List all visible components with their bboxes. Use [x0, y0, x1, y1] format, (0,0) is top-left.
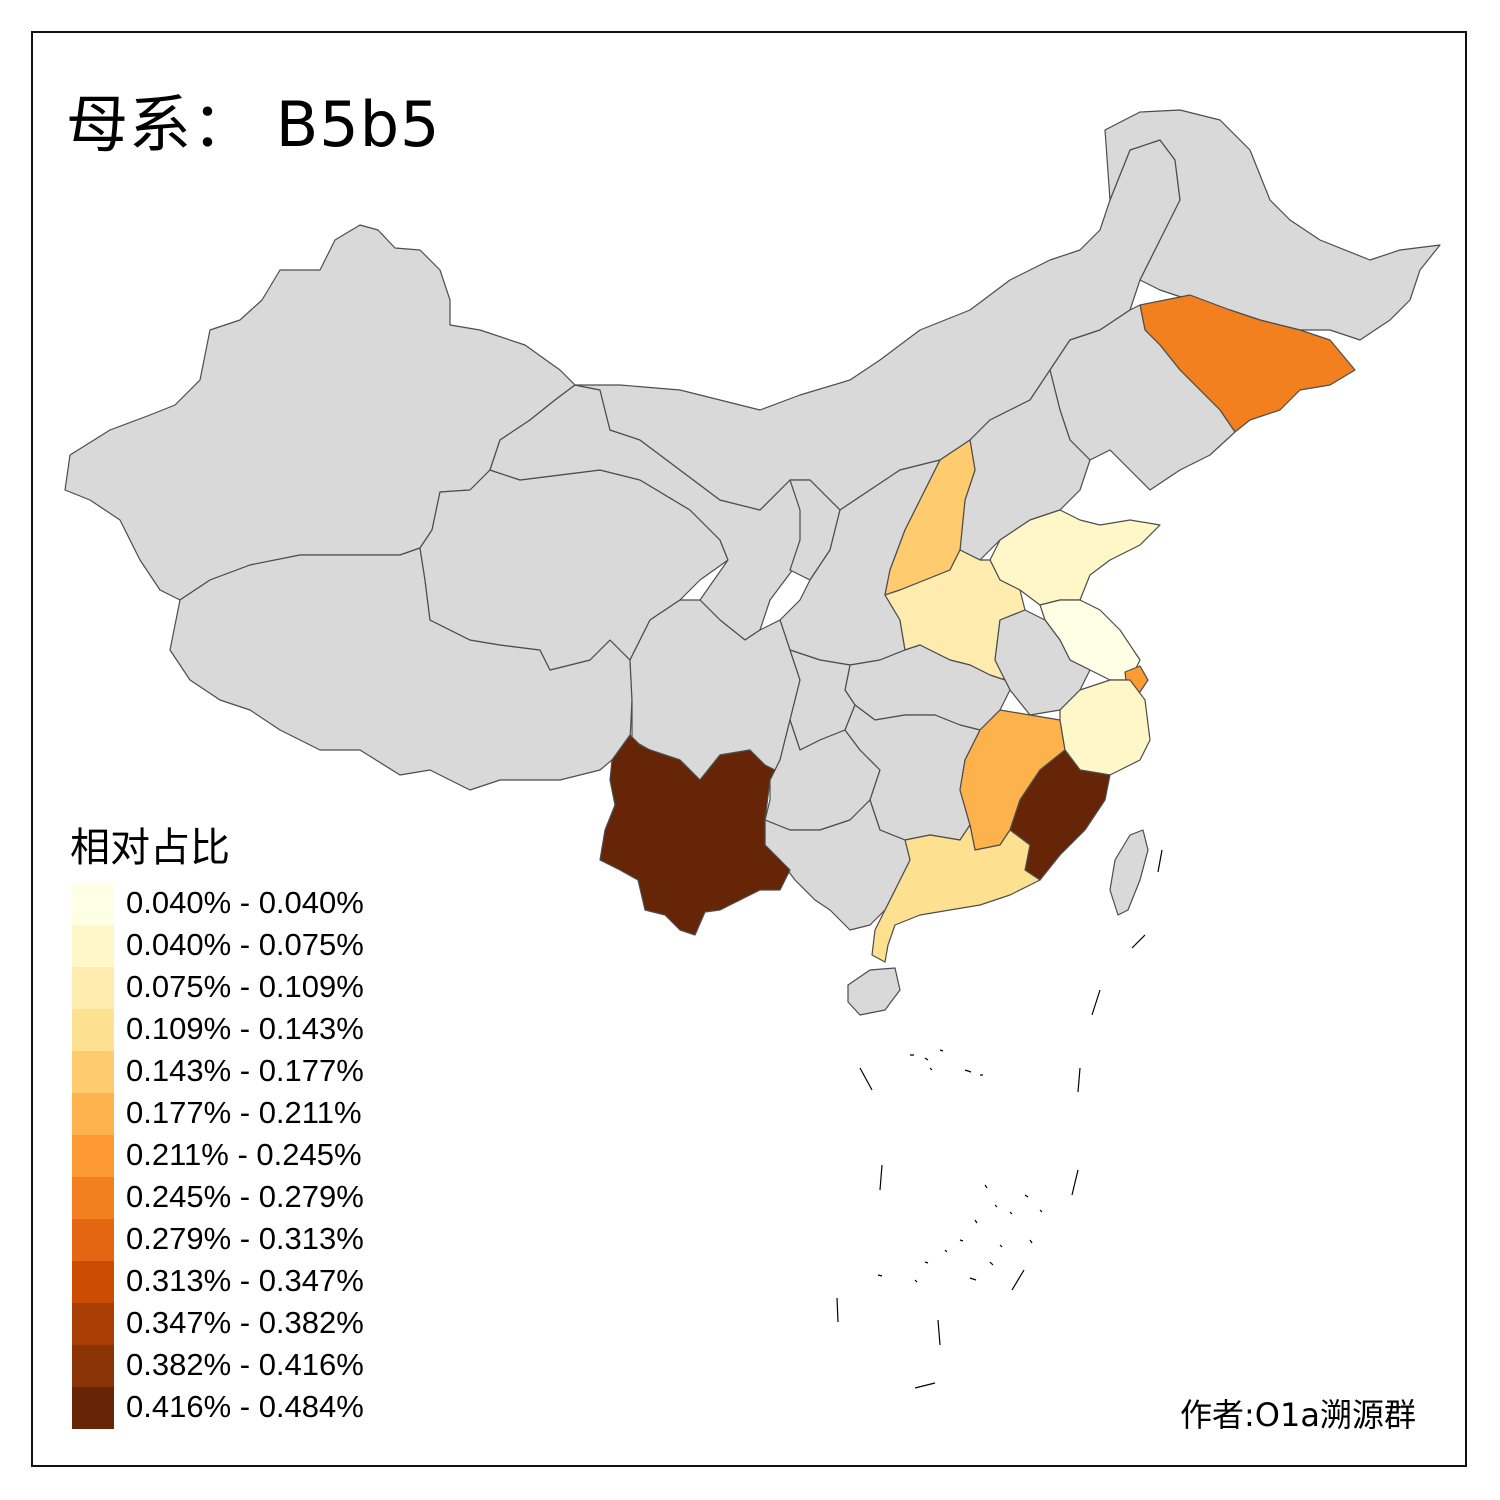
island-mark: [836, 1297, 839, 1323]
legend-label: 0.040% - 0.075%: [126, 927, 364, 962]
legend-label: 0.040% - 0.040%: [126, 885, 364, 920]
island-mark: [859, 1067, 873, 1091]
legend-swatch: [72, 925, 114, 967]
legend-swatch: [72, 1345, 114, 1387]
legend-swatch: [72, 1303, 114, 1345]
island-mark: [1077, 1067, 1081, 1093]
island-mark: [1091, 989, 1101, 1016]
legend-swatch: [72, 1135, 114, 1177]
legend-label: 0.347% - 0.382%: [126, 1305, 364, 1340]
legend-swatch: [72, 1051, 114, 1093]
island-mark: [1071, 1169, 1079, 1196]
island-mark: [1011, 1269, 1025, 1291]
legend-label: 0.211% - 0.245%: [126, 1137, 362, 1172]
region-zhejiang: [1059, 679, 1151, 776]
region-taiwan: [1109, 829, 1149, 916]
legend-swatch: [72, 1219, 114, 1261]
legend-swatch: [72, 883, 114, 925]
region-heilongjiang: [1104, 109, 1441, 341]
legend-swatch: [72, 1009, 114, 1051]
legend-label: 0.075% - 0.109%: [126, 969, 364, 1004]
author-credit: 作者:O1a溯源群: [1180, 1396, 1416, 1434]
south-china-sea-islands: [836, 849, 1163, 1389]
region-hainan: [847, 967, 901, 1016]
island-mark: [1131, 934, 1146, 949]
region-yunnan: [599, 734, 791, 936]
legend-title: 相对占比: [70, 825, 230, 871]
legend-swatch: [72, 1093, 114, 1135]
legend-swatch: [72, 1261, 114, 1303]
legend-label: 0.245% - 0.279%: [126, 1179, 364, 1214]
legend-swatch: [72, 1387, 114, 1429]
legend-label: 0.143% - 0.177%: [126, 1053, 364, 1088]
region-guangxi: [764, 799, 911, 931]
island-mark: [1157, 849, 1163, 873]
region-guangdong: [871, 824, 1041, 963]
legend-label: 0.416% - 0.484%: [126, 1389, 364, 1424]
region-liaoning: [1049, 304, 1236, 491]
legend-label: 0.313% - 0.347%: [126, 1263, 364, 1298]
map-title: 母系： B5b5: [66, 88, 441, 161]
legend-label: 0.177% - 0.211%: [126, 1095, 362, 1130]
legend-swatch: [72, 967, 114, 1009]
legend-label: 0.382% - 0.416%: [126, 1347, 364, 1382]
legend-swatch: [72, 1177, 114, 1219]
legend-label: 0.279% - 0.313%: [126, 1221, 364, 1256]
island-mark: [914, 1382, 936, 1389]
legend-label: 0.109% - 0.143%: [126, 1011, 364, 1046]
island-mark: [879, 1164, 883, 1191]
island-mark: [937, 1319, 941, 1346]
